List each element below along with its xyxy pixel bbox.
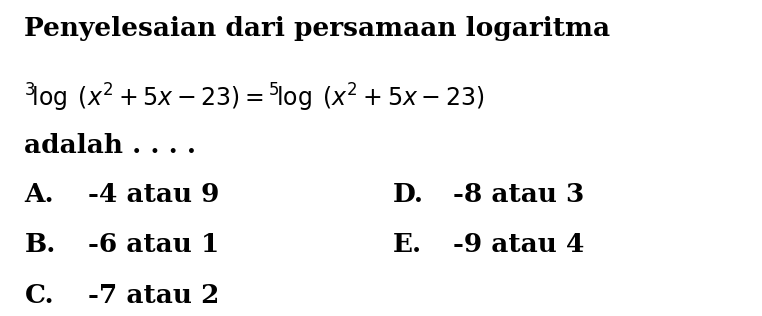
Text: ${}^3\!\log\;(x^2 + 5x - 23) = {}^5\!\log\;(x^2 + 5x - 23)$: ${}^3\!\log\;(x^2 + 5x - 23) = {}^5\!\lo… (24, 82, 485, 114)
Text: -6 atau 1: -6 atau 1 (88, 232, 219, 257)
Text: -4 atau 9: -4 atau 9 (88, 182, 219, 207)
Text: B.: B. (24, 232, 56, 257)
Text: adalah . . . .: adalah . . . . (24, 133, 197, 158)
Text: C.: C. (24, 283, 54, 308)
Text: E.: E. (392, 232, 421, 257)
Text: Penyelesaian dari persamaan logaritma: Penyelesaian dari persamaan logaritma (24, 16, 610, 41)
Text: -7 atau 2: -7 atau 2 (88, 283, 219, 308)
Text: -9 atau 4: -9 atau 4 (453, 232, 584, 257)
Text: A.: A. (24, 182, 54, 207)
Text: -8 atau 3: -8 atau 3 (453, 182, 584, 207)
Text: D.: D. (392, 182, 424, 207)
